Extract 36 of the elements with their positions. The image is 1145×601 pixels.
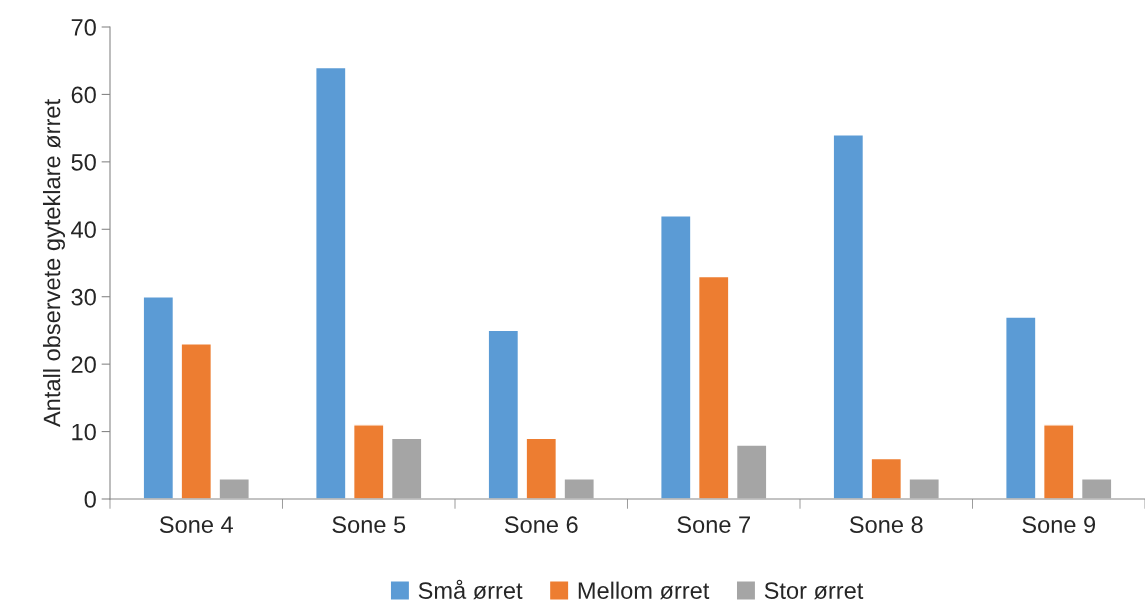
x-tick-label: Sone 9	[1022, 516, 1096, 534]
bar	[908, 478, 940, 499]
bar	[525, 437, 558, 499]
y-tick-label: 40	[71, 221, 96, 239]
y-tick-label: 50	[71, 153, 96, 171]
x-tick-label: Sone 8	[849, 516, 923, 534]
legend-label: Stor ørret	[764, 582, 864, 600]
x-tick-label: Sone 7	[677, 516, 750, 534]
y-tick-label: 10	[72, 423, 96, 441]
bar	[1080, 478, 1113, 499]
legend-label: Mellom ørret	[578, 581, 710, 600]
x-tick-label: Sone 6	[504, 516, 578, 534]
y-tick-label: 20	[71, 356, 96, 373]
bar	[180, 343, 213, 499]
bar	[487, 329, 520, 499]
bar	[142, 296, 175, 499]
bar	[1005, 316, 1037, 499]
x-tick-label: Sone 5	[332, 516, 406, 534]
bar	[832, 134, 865, 499]
bar	[1042, 424, 1075, 499]
bar	[390, 437, 423, 499]
bar	[352, 424, 385, 499]
bar	[218, 478, 250, 499]
x-tick-label: Sone 4	[159, 516, 233, 534]
bar	[563, 478, 595, 499]
bar	[735, 444, 768, 499]
y-tick-label: 0	[84, 491, 96, 508]
bar	[315, 66, 347, 499]
legend-label: Små ørret	[418, 579, 523, 600]
y-tick-label: 30	[71, 288, 96, 306]
bar	[660, 215, 692, 499]
y-tick-label: 70	[71, 19, 96, 36]
y-tick-label: 60	[71, 86, 96, 104]
bar	[870, 457, 903, 499]
y-axis-title: Antall observete gyteklare ørret	[42, 99, 65, 427]
bar	[697, 275, 730, 499]
